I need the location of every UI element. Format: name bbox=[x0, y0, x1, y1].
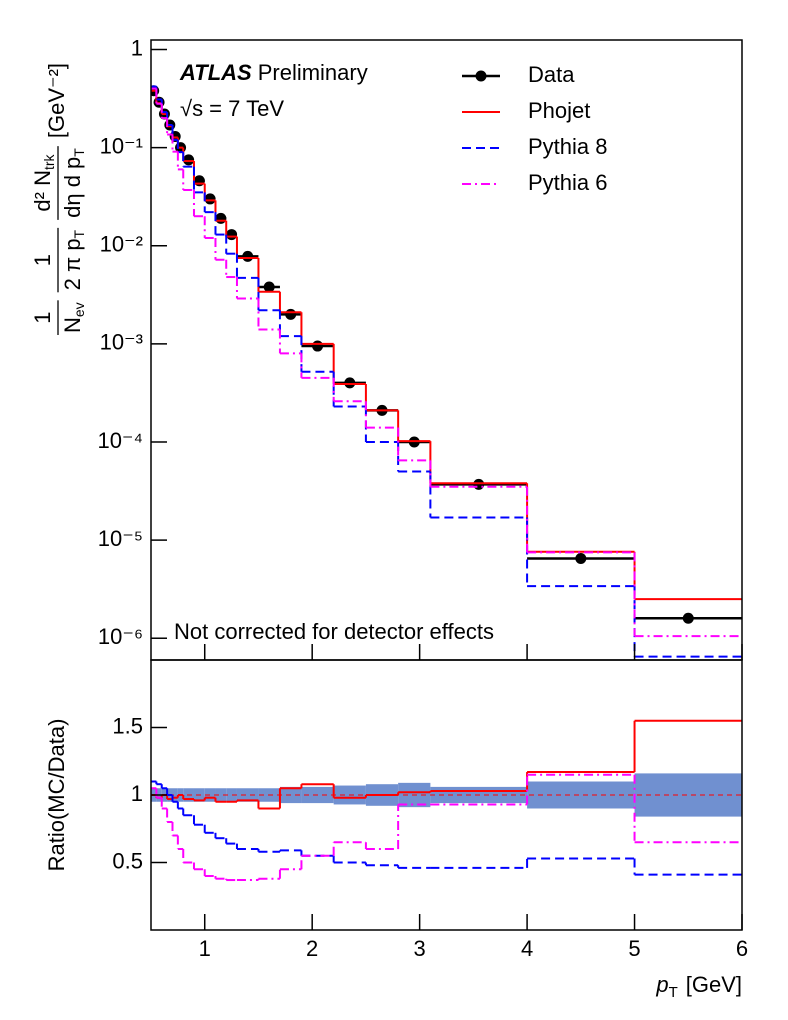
x-tick-label: 5 bbox=[628, 936, 640, 961]
data-point bbox=[473, 478, 485, 490]
data-point bbox=[183, 154, 195, 166]
data-point bbox=[285, 308, 297, 320]
x-tick-label: 3 bbox=[414, 936, 426, 961]
data-point bbox=[575, 552, 587, 564]
data-point bbox=[263, 281, 275, 293]
y-tick-label: 1 bbox=[131, 781, 143, 806]
legend-label: Phojet bbox=[528, 98, 590, 123]
x-axis-label: pT [GeV] bbox=[655, 972, 742, 1001]
chart-subtitle: Preliminary bbox=[258, 60, 368, 85]
label-subscript: trk bbox=[41, 153, 57, 170]
uncertainty-band bbox=[236, 788, 259, 802]
label-unit: [GeV] bbox=[686, 972, 742, 997]
uncertainty-band bbox=[226, 788, 237, 802]
y-tick-label: 10⁻⁵ bbox=[98, 526, 143, 551]
x-tick-label: 4 bbox=[521, 936, 533, 961]
label-text: 1 bbox=[30, 254, 55, 266]
chart-title: ATLAS Preliminary bbox=[179, 60, 368, 85]
y-tick-label: 10⁻² bbox=[100, 232, 143, 257]
y-axis-label: Ratio(MC/Data) bbox=[44, 719, 69, 872]
label-unit: [GeV⁻²] bbox=[44, 63, 69, 138]
label-text: p bbox=[655, 972, 668, 997]
label-text: 2 π p bbox=[60, 238, 85, 290]
y-tick-label: 10⁻⁴ bbox=[97, 428, 143, 453]
plot-area bbox=[151, 85, 742, 658]
experiment-name: ATLAS bbox=[179, 60, 252, 85]
data-point bbox=[204, 193, 216, 205]
uncertainty-band bbox=[527, 781, 635, 809]
legend-label: Data bbox=[528, 62, 575, 87]
label-text: N bbox=[60, 317, 85, 333]
label-part: d² Ntrk bbox=[30, 153, 57, 211]
label-text: dη d p bbox=[60, 157, 85, 218]
legend-marker bbox=[475, 70, 487, 82]
label-part: 1 bbox=[30, 254, 55, 266]
note: Not corrected for detector effects bbox=[174, 619, 494, 644]
label-part: 2 π pT bbox=[60, 229, 87, 290]
data-point bbox=[215, 212, 227, 224]
uncertainty-band bbox=[634, 773, 742, 817]
uncertainty-band bbox=[204, 788, 216, 802]
data-point bbox=[242, 250, 254, 262]
label-text: 1 bbox=[30, 312, 55, 324]
plot-area bbox=[151, 719, 742, 882]
label-part: Nev bbox=[60, 302, 87, 333]
y-tick-label: 0.5 bbox=[112, 848, 143, 873]
uncertainty-band bbox=[172, 788, 178, 802]
y-tick-label: 1.5 bbox=[112, 713, 143, 738]
legend-label: Pythia 6 bbox=[528, 170, 608, 195]
x-tick-label: 2 bbox=[306, 936, 318, 961]
annotation: √s = 7 TeV bbox=[180, 96, 284, 121]
x-tick-label: 1 bbox=[199, 936, 211, 961]
uncertainty-band bbox=[215, 788, 227, 802]
label-subscript: T bbox=[669, 984, 678, 1001]
label-subscript: T bbox=[71, 148, 87, 157]
label-text: d² N bbox=[30, 170, 55, 212]
data-point bbox=[226, 229, 238, 241]
label-subscript: ev bbox=[71, 302, 87, 317]
data-point bbox=[312, 340, 324, 352]
plot-frame bbox=[150, 39, 743, 661]
x-tick-label: 6 bbox=[736, 936, 748, 961]
label-subscript: T bbox=[71, 229, 87, 238]
label-part: 1 bbox=[30, 312, 55, 324]
y-tick-label: 10⁻³ bbox=[100, 330, 143, 355]
y-tick-label: 1 bbox=[131, 35, 143, 60]
y-tick-label: 10⁻⁶ bbox=[98, 624, 143, 649]
legend-label: Pythia 8 bbox=[528, 134, 608, 159]
y-tick-label: 10⁻¹ bbox=[100, 133, 143, 158]
label-part: dη d pT bbox=[60, 148, 87, 218]
data-point bbox=[682, 612, 694, 624]
data-point bbox=[344, 377, 356, 389]
